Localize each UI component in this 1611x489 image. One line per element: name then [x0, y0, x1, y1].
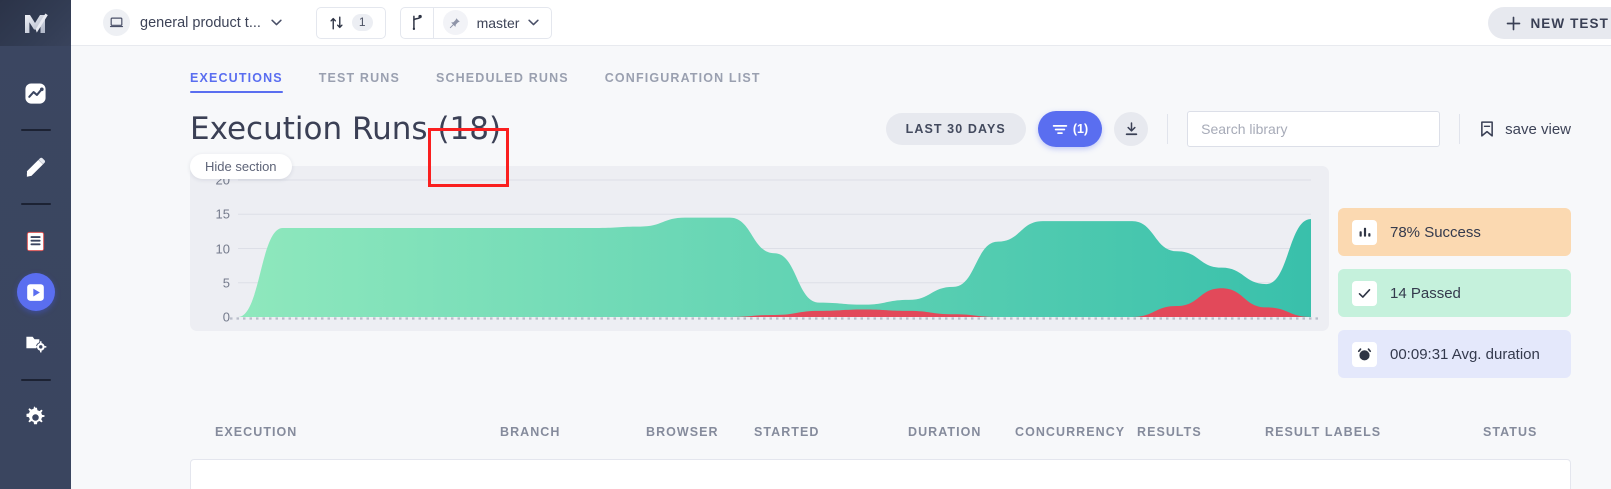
plus-icon: [1507, 16, 1521, 30]
stat-card-duration[interactable]: 00:09:31 Avg. duration: [1338, 330, 1571, 378]
search-input[interactable]: [1201, 121, 1427, 137]
save-view-label: save view: [1505, 120, 1571, 138]
pull-requests-button[interactable]: 1: [315, 6, 386, 39]
chart-y-axis: 20 15 10 5 0: [190, 166, 238, 331]
table-header-status[interactable]: STATUS: [1483, 425, 1538, 439]
save-view-button[interactable]: save view: [1479, 120, 1571, 138]
download-icon: [1125, 122, 1137, 136]
sidebar-item-analytics[interactable]: [0, 69, 71, 117]
filter-button[interactable]: (1): [1037, 111, 1103, 147]
divider: [1167, 114, 1169, 144]
executions-chart-section: Hide section 20 15 10 5 0: [190, 154, 1329, 331]
pencil-icon: [26, 157, 46, 177]
table-header-result-labels[interactable]: RESULT LABELS: [1265, 425, 1382, 439]
page-header: Execution Runs (18) LAST 30 DAYS (1): [71, 93, 1611, 147]
stat-card-success[interactable]: 78% Success: [1338, 208, 1571, 256]
laptop-icon: [103, 9, 130, 36]
executions-table-header: EXECUTION BRANCH BROWSER STARTED DURATION CON…: [190, 418, 1611, 446]
table-header-results[interactable]: RESULTS: [1137, 425, 1202, 439]
branch-icon-button[interactable]: [401, 8, 433, 38]
tab-test-runs[interactable]: TEST RUNS: [318, 71, 400, 85]
bookmark-icon: [1481, 121, 1494, 137]
logo-m-check-icon: [25, 13, 48, 33]
branch-name: master: [476, 14, 520, 31]
project-selector[interactable]: general product t...: [103, 9, 282, 36]
filter-icon: [1052, 124, 1068, 134]
table-header-execution[interactable]: EXECUTION: [215, 425, 298, 439]
chart-area-passed: [238, 217, 1311, 317]
stat-label-success: 78% Success: [1390, 223, 1481, 241]
page-title: Execution Runs (18): [190, 111, 501, 147]
table-header-browser[interactable]: BROWSER: [646, 425, 719, 439]
table-header-started[interactable]: STARTED: [754, 425, 820, 439]
main-area: general product t... 1: [71, 0, 1611, 489]
sidebar-nav: [0, 46, 71, 441]
pull-request-count: 1: [351, 14, 373, 31]
new-test-button[interactable]: NEW TEST: [1488, 7, 1611, 39]
sidebar-divider: [20, 203, 51, 205]
page-toolbar: LAST 30 DAYS (1): [885, 111, 1571, 147]
chart-area-failed: [238, 288, 1311, 317]
folder-gear-icon: [26, 336, 47, 352]
table-header-concurrency[interactable]: CONCURRENCY: [1015, 425, 1126, 439]
check-icon: [1352, 280, 1377, 306]
chart-y-tick: 10: [215, 241, 230, 256]
tab-executions[interactable]: EXECUTIONS: [190, 71, 283, 93]
pull-request-control[interactable]: 1: [317, 8, 385, 38]
stat-card-passed[interactable]: 14 Passed: [1338, 269, 1571, 317]
download-button[interactable]: [1114, 112, 1149, 146]
chevron-down-icon: [271, 19, 282, 26]
sidebar-item-executions[interactable]: [0, 265, 71, 319]
git-branch-icon: [412, 14, 422, 30]
table-header-duration[interactable]: DURATION: [908, 425, 982, 439]
sidebar-active-indicator: [16, 273, 55, 311]
chart-y-tick: 15: [215, 206, 230, 222]
execution-count: (18): [437, 111, 502, 147]
project-name: general product t...: [140, 14, 261, 31]
branch-selector-group: master: [399, 6, 553, 39]
chart-y-tick: 0: [222, 309, 230, 325]
table-header-branch[interactable]: BRANCH: [500, 425, 561, 439]
page-title-text: Execution Runs: [190, 111, 428, 147]
executions-area-chart: [230, 179, 1319, 320]
trend-chart-icon: [25, 82, 46, 104]
left-sidebar: [0, 0, 71, 489]
document-list-icon: [26, 231, 45, 251]
sidebar-divider: [20, 129, 51, 131]
pull-request-icon: [330, 15, 343, 30]
chevron-down-icon: [528, 19, 540, 26]
gear-icon: [26, 405, 45, 424]
alarm-clock-icon: [1352, 341, 1377, 367]
divider: [1459, 114, 1461, 144]
pin-icon: [442, 10, 468, 35]
hide-section-button[interactable]: Hide section: [190, 154, 292, 179]
sidebar-item-project-settings[interactable]: [0, 319, 71, 367]
sidebar-item-edit[interactable]: [0, 143, 71, 191]
tab-scheduled-runs[interactable]: SCHEDULED RUNS: [435, 71, 569, 85]
stat-label-passed: 14 Passed: [1390, 284, 1461, 302]
sidebar-divider: [20, 379, 51, 381]
bar-chart-icon: [1352, 219, 1377, 245]
executions-table-body: [190, 459, 1571, 489]
branch-dropdown[interactable]: master: [434, 10, 552, 35]
chart-card: 20 15 10 5 0: [190, 166, 1329, 331]
stat-cards: 78% Success 14 Passed 00:09:31 Avg. d: [1338, 208, 1571, 378]
chart-y-tick: 5: [222, 275, 230, 291]
date-range-button[interactable]: LAST 30 DAYS: [885, 113, 1026, 145]
section-tabs: EXECUTIONS TEST RUNS SCHEDULED RUNS CONF…: [71, 46, 1611, 93]
sidebar-item-library[interactable]: [0, 217, 71, 265]
divider: [432, 6, 434, 39]
app-logo[interactable]: [0, 0, 71, 46]
search-library-box[interactable]: [1187, 111, 1441, 147]
tab-configuration-list[interactable]: CONFIGURATION LIST: [604, 71, 761, 85]
new-test-label: NEW TEST: [1530, 15, 1609, 31]
play-icon: [27, 283, 44, 301]
filter-count: (1): [1072, 122, 1089, 136]
sidebar-item-settings[interactable]: [0, 393, 71, 441]
stat-label-duration: 00:09:31 Avg. duration: [1390, 345, 1540, 363]
top-bar: general product t... 1: [71, 0, 1611, 46]
